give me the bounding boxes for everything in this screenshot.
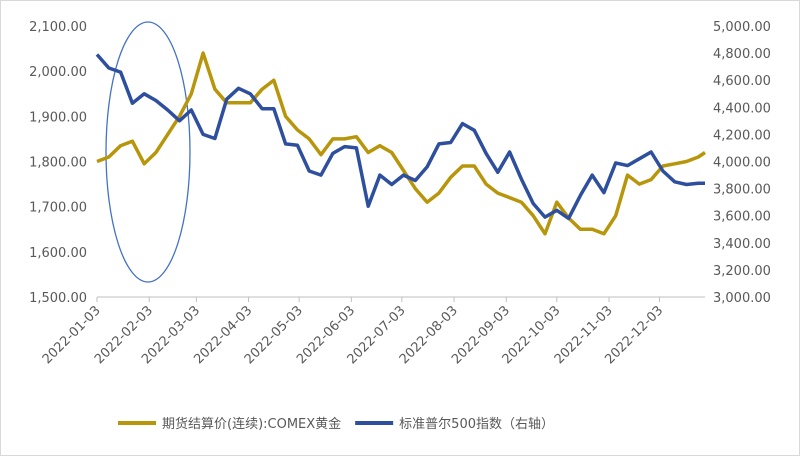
y2-tick-label: 3,800.00 xyxy=(713,183,771,198)
highlight-ellipse xyxy=(105,21,191,283)
y-tick-label: 1,600.00 xyxy=(29,246,87,261)
y-tick-label: 1,700.00 xyxy=(29,201,87,216)
y2-tick-label: 3,400.00 xyxy=(713,237,771,252)
y2-tick-label: 3,200.00 xyxy=(713,264,771,279)
y2-tick-label: 4,400.00 xyxy=(713,101,771,116)
series-line xyxy=(95,53,705,221)
y2-tick-label: 5,000.00 xyxy=(713,20,771,35)
y-tick-label: 1,900.00 xyxy=(29,110,87,125)
y2-tick-label: 4,200.00 xyxy=(713,128,771,143)
y2-tick-label: 4,600.00 xyxy=(713,74,771,89)
y-tick-label: 1,500.00 xyxy=(29,291,87,306)
series-line xyxy=(96,51,706,236)
y-tick-label: 2,100.00 xyxy=(29,20,87,35)
y-tick-label: 1,800.00 xyxy=(29,156,87,171)
y-tick-label: 2,000.00 xyxy=(29,65,87,80)
y2-tick-label: 3,000.00 xyxy=(713,291,771,306)
legend-label: 期货结算价(连续):COMEX黄金 xyxy=(162,416,341,432)
y2-tick-label: 4,800.00 xyxy=(713,47,771,62)
y2-tick-label: 4,000.00 xyxy=(713,156,771,171)
y2-tick-label: 3,600.00 xyxy=(713,210,771,225)
legend-label: 标准普尔500指数（右轴） xyxy=(399,417,554,432)
